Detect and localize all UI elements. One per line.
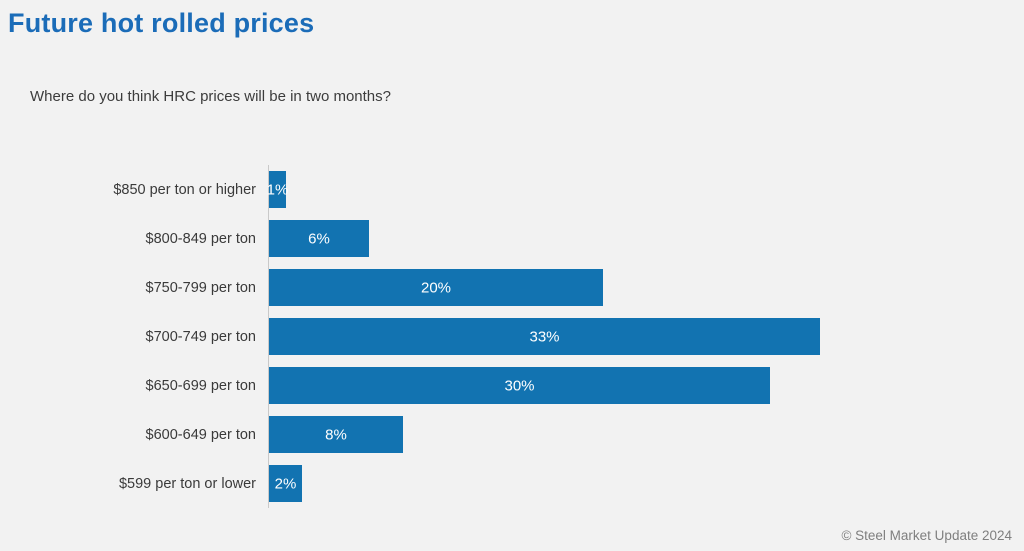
value-label: 8%: [325, 426, 347, 443]
bar: 1%: [266, 171, 289, 208]
bar-area: 6%: [268, 214, 1010, 263]
category-label: $800-849 per ton: [145, 230, 256, 247]
chart-row: $700-749 per ton 33%: [0, 312, 1010, 361]
chart-row: $850 per ton or higher 1%: [0, 165, 1010, 214]
chart-row: $750-799 per ton 20%: [0, 263, 1010, 312]
value-label: 1%: [266, 181, 289, 198]
bar: 8%: [269, 416, 403, 453]
category-label: $599 per ton or lower: [118, 475, 256, 492]
bar-chart: $850 per ton or higher 1% $800-849 per ton…: [0, 165, 1010, 508]
bar: 33%: [269, 318, 820, 355]
category-label: $850 per ton or higher: [113, 181, 256, 198]
value-label: 20%: [420, 279, 452, 296]
bar-area: 1%: [266, 165, 1010, 214]
bar: 6%: [269, 220, 369, 257]
chart-row: $599 per ton or lower 2%: [0, 459, 1010, 508]
chart-row: $800-849 per ton 6%: [0, 214, 1010, 263]
category-label: $700-749 per ton: [145, 328, 256, 345]
chart-subtitle: Where do you think HRC prices will be in…: [30, 88, 391, 105]
page-title: Future hot rolled prices: [8, 8, 315, 38]
category-label: $650-699 per ton: [145, 377, 256, 394]
bar: 30%: [269, 367, 770, 404]
value-label: 33%: [529, 328, 560, 345]
bar-area: 2%: [268, 459, 1010, 508]
chart-row: $650-699 per ton 30%: [0, 361, 1010, 410]
bar-area: 33%: [268, 312, 1010, 361]
chart-row: $600-649 per ton 8%: [0, 410, 1010, 459]
bar: 2%: [269, 465, 302, 502]
category-label: $750-799 per ton: [145, 279, 256, 296]
copyright-footer: © Steel Market Update 2024: [841, 528, 1012, 543]
value-label: 30%: [504, 377, 535, 394]
bar-area: 8%: [268, 410, 1010, 459]
bar: 20%: [269, 269, 603, 306]
bar-area: 30%: [268, 361, 1010, 410]
bar-area: 20%: [268, 263, 1010, 312]
category-label: $600-649 per ton: [145, 426, 256, 443]
value-label: 2%: [274, 475, 297, 492]
value-label: 6%: [308, 230, 330, 247]
